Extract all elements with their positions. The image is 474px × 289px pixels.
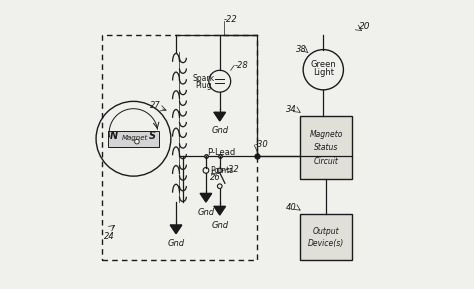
Polygon shape <box>200 193 212 202</box>
Text: 24: 24 <box>104 232 114 241</box>
Text: Magnet: Magnet <box>122 135 148 141</box>
Text: 26: 26 <box>210 173 221 182</box>
Text: Circuit: Circuit <box>314 157 338 166</box>
Text: Device(s): Device(s) <box>308 239 344 248</box>
Bar <box>300 214 352 260</box>
Circle shape <box>303 50 344 90</box>
Text: -30: -30 <box>254 140 268 149</box>
Text: Green: Green <box>310 60 336 69</box>
Text: 20: 20 <box>359 22 371 31</box>
Text: Points: Points <box>210 166 234 175</box>
Text: S: S <box>149 131 156 141</box>
Text: Gnd: Gnd <box>211 221 228 229</box>
Circle shape <box>218 168 222 173</box>
Text: Gnd: Gnd <box>167 239 184 248</box>
Text: -22: -22 <box>224 15 238 24</box>
Polygon shape <box>214 112 226 121</box>
Text: Gnd: Gnd <box>211 127 228 136</box>
Bar <box>102 35 257 260</box>
Text: P-Lead: P-Lead <box>207 148 236 157</box>
Text: 40: 40 <box>286 203 297 212</box>
Text: Status: Status <box>314 143 338 152</box>
Bar <box>300 116 352 179</box>
Polygon shape <box>170 225 182 234</box>
Text: 27: 27 <box>150 101 160 110</box>
Circle shape <box>218 184 222 188</box>
Circle shape <box>135 139 139 144</box>
Text: Output: Output <box>313 227 339 236</box>
Text: -32: -32 <box>226 165 240 174</box>
Text: -28: -28 <box>235 61 248 70</box>
Text: 38: 38 <box>296 45 307 53</box>
Circle shape <box>209 70 231 92</box>
Polygon shape <box>214 206 226 215</box>
Text: Magneto: Magneto <box>310 130 343 139</box>
Text: 34: 34 <box>286 105 297 114</box>
Text: Light: Light <box>313 68 334 77</box>
Circle shape <box>203 168 209 173</box>
Text: Plug: Plug <box>196 81 212 90</box>
Text: N: N <box>110 131 118 141</box>
Bar <box>108 131 159 147</box>
Text: Gnd: Gnd <box>197 208 215 216</box>
Text: Spark: Spark <box>193 74 215 83</box>
